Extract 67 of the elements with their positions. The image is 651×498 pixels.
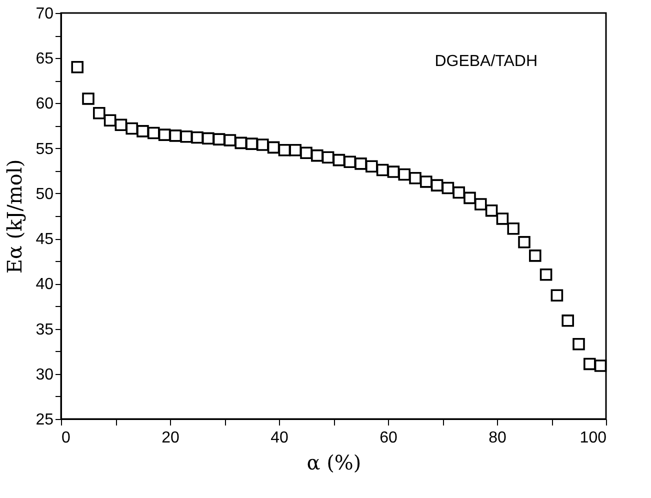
point <box>430 179 444 192</box>
point <box>289 144 302 156</box>
point <box>169 130 182 142</box>
point <box>376 164 389 176</box>
x-tick-label: 40 <box>270 430 288 446</box>
x-tick-label: 60 <box>380 430 398 446</box>
x-tick-label: 0 <box>62 430 70 446</box>
point <box>594 360 607 372</box>
point <box>344 156 356 168</box>
point <box>507 222 520 235</box>
point <box>496 212 509 225</box>
point <box>387 166 400 178</box>
point <box>474 198 487 210</box>
point <box>93 107 106 120</box>
x-axis-title: α (%) <box>306 450 362 474</box>
point <box>584 358 596 370</box>
point <box>148 126 160 140</box>
point <box>114 118 128 132</box>
y-tick-label: 65 <box>36 50 54 68</box>
point <box>540 268 552 281</box>
point <box>202 132 214 145</box>
x-tick-label: 80 <box>488 430 506 446</box>
x-tick-label: 100 <box>580 430 607 446</box>
point <box>485 204 498 217</box>
point <box>464 192 476 204</box>
point <box>354 158 367 170</box>
y-tick-label: 45 <box>36 231 54 248</box>
point <box>71 60 84 74</box>
point <box>104 114 116 127</box>
point <box>267 141 280 154</box>
point <box>82 92 94 105</box>
y-tick-label: 70 <box>36 6 54 22</box>
y-tick-label: 60 <box>36 96 54 113</box>
y-tick-label: 50 <box>36 186 54 203</box>
point <box>366 160 378 173</box>
point <box>398 168 410 181</box>
point <box>256 138 269 151</box>
y-tick-label: 25 <box>36 412 54 428</box>
y-tick-label: 30 <box>36 366 54 384</box>
y-tick-label: 40 <box>36 276 54 294</box>
point <box>442 182 454 194</box>
point <box>126 122 138 135</box>
point <box>550 289 564 302</box>
point <box>212 133 226 146</box>
point <box>562 314 574 327</box>
point <box>158 128 171 141</box>
point <box>234 136 247 150</box>
point <box>572 338 585 350</box>
point <box>311 149 324 162</box>
y-tick-label: 35 <box>36 321 54 338</box>
point <box>409 172 422 184</box>
point <box>300 146 312 159</box>
point <box>180 130 192 143</box>
y-axis-title: Eα (kJ/mol) <box>2 159 27 274</box>
point <box>420 176 432 188</box>
point <box>278 144 291 156</box>
point <box>191 131 204 144</box>
point <box>332 154 346 166</box>
y-tick-label: 55 <box>36 140 54 158</box>
point <box>518 236 530 248</box>
x-tick-label: 20 <box>162 430 180 446</box>
point <box>136 125 149 138</box>
point <box>452 186 465 199</box>
point <box>224 134 236 146</box>
annotation: DGEBA/TADH <box>434 53 538 70</box>
point <box>529 250 542 262</box>
point <box>322 151 334 164</box>
